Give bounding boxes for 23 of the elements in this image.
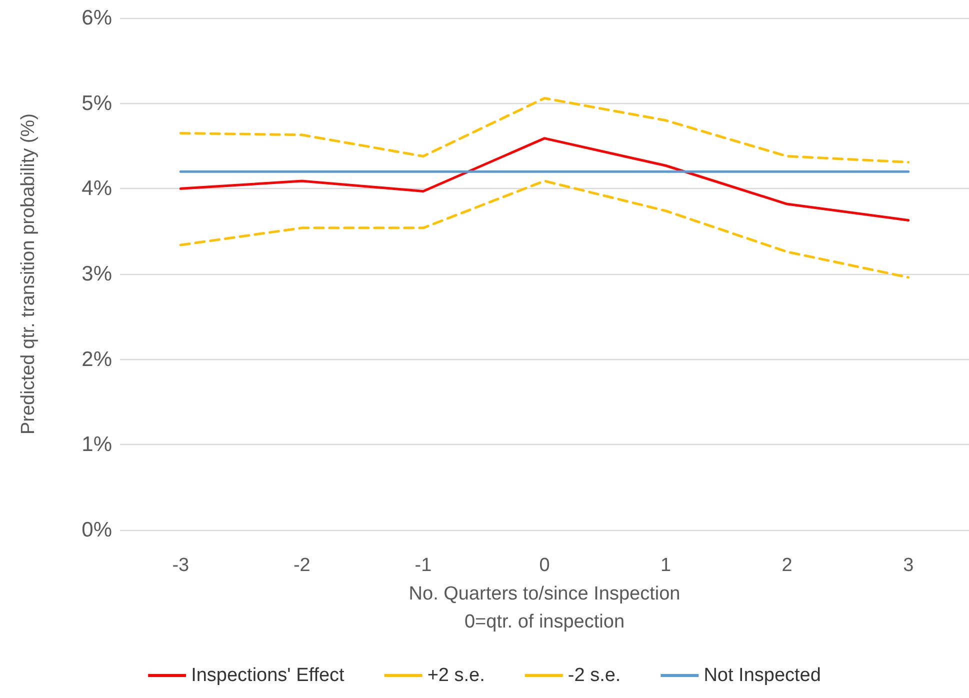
x-tick-label: -2 — [293, 555, 310, 576]
legend-label: -2 s.e. — [568, 665, 621, 686]
x-tick-label: -3 — [172, 555, 190, 576]
y-tick-label: 6% — [82, 6, 112, 30]
y-tick-label: 4% — [82, 177, 112, 200]
legend-label: Not Inspected — [704, 665, 821, 686]
x-tick-label: 3 — [903, 555, 914, 576]
legend-label: Inspections' Effect — [191, 665, 346, 686]
y-tick-label: 0% — [82, 518, 112, 542]
x-tick-label: 1 — [660, 555, 672, 576]
x-tick-label: 0 — [539, 555, 550, 576]
line-series — [179, 96, 910, 164]
x-tick-label: -1 — [414, 555, 432, 576]
y-tick-label: 5% — [82, 92, 112, 115]
y-tick-label: 2% — [82, 348, 112, 371]
line-series — [179, 180, 910, 279]
x-axis-title: No. Quarters to/since Inspection 0=qtr. of inspection — [408, 583, 680, 632]
line-series — [179, 137, 910, 222]
y-tick-label: 3% — [82, 262, 112, 286]
y-tick-label: 1% — [82, 433, 112, 456]
x-tick-label: 2 — [782, 555, 792, 576]
y-axis-title: Predicted qtr. transition probability (%) — [18, 113, 39, 435]
legend-label: +2 s.e. — [427, 665, 485, 686]
